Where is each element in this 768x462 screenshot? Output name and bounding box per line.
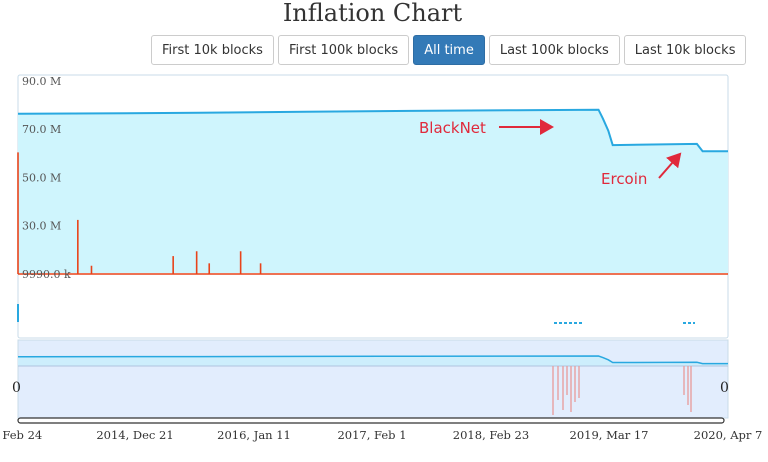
navigator-left-label: 0: [12, 380, 21, 396]
page-title: Inflation Chart: [282, 0, 463, 27]
y-tick-label: 50.0 M: [22, 172, 61, 185]
navigator-line: [18, 355, 728, 365]
navigator-right-label: 0: [720, 380, 729, 396]
x-tick-label: 2017, Feb 1: [337, 428, 406, 442]
navigator-scrollbar[interactable]: [17, 417, 725, 424]
supply-line: [18, 108, 728, 153]
y-tick-label: 70.0 M: [22, 123, 61, 136]
ercoin-arrow: [658, 152, 682, 179]
navigator-area: [18, 356, 728, 366]
y-tick-label: 9990.0 k: [22, 268, 71, 281]
navigator-window[interactable]: [17, 339, 729, 419]
first-100k-blocks-button[interactable]: First 100k blocks: [277, 35, 410, 65]
y-tick-label: 90.0 M: [22, 75, 61, 88]
blacknet-annotation: BlackNet: [419, 119, 486, 137]
x-tick-label: 2014, Dec 21: [96, 428, 173, 442]
y-tick-label: 30.0 M: [22, 220, 61, 233]
x-tick-label: 2020, Apr 7: [694, 428, 763, 442]
last-100k-blocks-button[interactable]: Last 100k blocks: [488, 35, 620, 65]
last-10k-blocks-button[interactable]: Last 10k blocks: [623, 35, 747, 65]
all-time-button[interactable]: All time: [413, 35, 485, 65]
first-10k-blocks-button[interactable]: First 10k blocks: [151, 35, 274, 65]
supply-area: [18, 109, 728, 273]
x-tick-label: 2018, Feb 23: [453, 428, 529, 442]
ercoin-annotation: Ercoin: [601, 170, 647, 188]
x-tick-label: 2013, Feb 24: [0, 428, 42, 442]
x-tick-label: 2016, Jan 11: [217, 428, 291, 442]
x-tick-label: 2019, Mar 17: [570, 428, 649, 442]
range-selector: First 10k blocks First 100k blocks All t…: [151, 35, 750, 65]
